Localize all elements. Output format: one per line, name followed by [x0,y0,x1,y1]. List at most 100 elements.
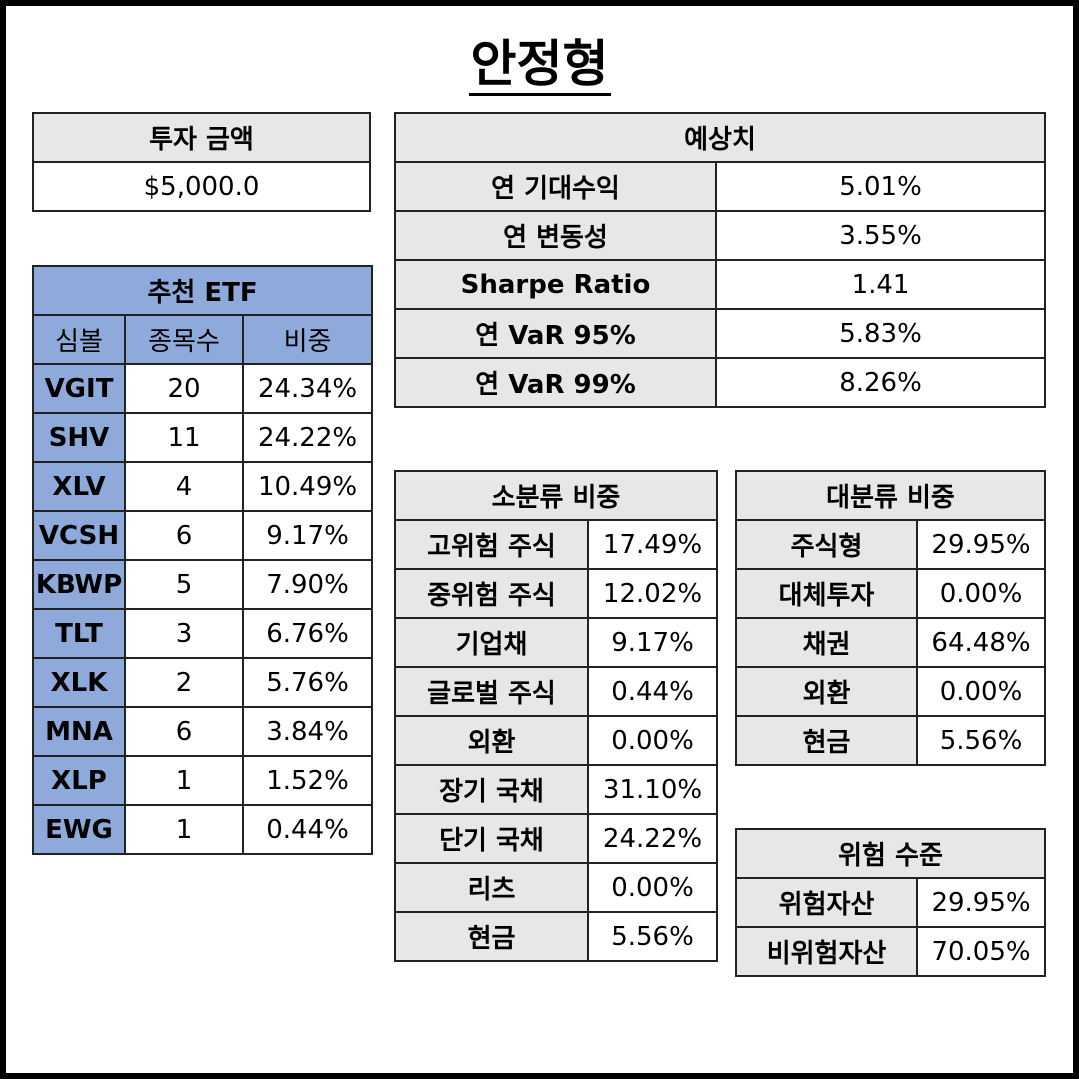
etf-symbol: TLT [32,608,126,659]
etf-weight: 1.52% [241,755,374,806]
etf-count: 20 [124,363,244,414]
etf-row: TLT 3 6.76% [32,608,374,659]
sub-category-row: 글로벌 주식 0.44% [394,666,718,717]
etf-symbol: XLP [32,755,126,806]
expected-row: 연 기대수익 5.01% [394,161,1047,212]
etf-row: VCSH 6 9.17% [32,510,374,561]
sub-category-row: 고위험 주식 17.49% [394,519,718,570]
etf-row: XLV 4 10.49% [32,461,374,512]
major-category-value: 64.48% [916,617,1046,668]
sub-category-value: 12.02% [587,568,718,619]
expected-value: 5.83% [714,308,1047,359]
etf-col-symbol: 심볼 [32,314,126,365]
major-category-row: 주식형 29.95% [735,519,1046,570]
major-category-header: 대분류 비중 [735,470,1046,521]
investment-header: 투자 금액 [32,112,371,163]
etf-weight: 5.76% [241,657,374,708]
etf-col-weight: 비중 [241,314,374,365]
etf-table: 추천 ETF 심볼 종목수 비중 VGIT 20 24.34% SHV 11 24.22%… [31,265,374,855]
sub-category-label: 장기 국채 [394,764,589,815]
major-category-row: 채권 64.48% [735,617,1046,668]
etf-symbol: XLK [32,657,126,708]
risk-level-table: 위험 수준 위험자산 29.95% 비위험자산 70.05% [734,828,1047,977]
etf-weight: 6.76% [241,608,374,659]
sub-category-value: 17.49% [587,519,718,570]
etf-symbol: KBWP [32,559,126,610]
etf-count: 6 [124,510,244,561]
etf-row: XLK 2 5.76% [32,657,374,708]
etf-row: EWG 1 0.44% [32,804,374,855]
major-category-value: 5.56% [916,715,1046,766]
risk-level-label: 비위험자산 [735,926,918,977]
major-category-row: 현금 5.56% [735,715,1046,766]
etf-symbol: MNA [32,706,126,757]
expected-row: Sharpe Ratio 1.41 [394,259,1047,310]
sub-category-label: 고위험 주식 [394,519,589,570]
etf-weight: 3.84% [241,706,374,757]
sub-category-label: 중위험 주식 [394,568,589,619]
risk-level-header: 위험 수준 [734,828,1047,879]
etf-row: SHV 11 24.22% [32,412,374,463]
etf-count: 1 [124,804,244,855]
etf-symbol: VCSH [32,510,126,561]
etf-weight: 10.49% [241,461,374,512]
sub-category-table: 소분류 비중 고위험 주식 17.49% 중위험 주식 12.02% 기업채 9.17% 글… [394,470,718,962]
risk-level-label: 위험자산 [735,877,918,928]
risk-level-value: 70.05% [915,926,1047,977]
etf-row: XLP 1 1.52% [32,755,374,806]
risk-level-row: 위험자산 29.95% [735,877,1047,928]
etf-symbol: SHV [32,412,126,463]
sub-category-label: 외환 [394,715,589,766]
expected-label: 연 VaR 95% [394,308,717,359]
expected-row: 연 VaR 99% 8.26% [394,357,1047,408]
etf-row: KBWP 5 7.90% [32,559,374,610]
major-category-row: 대체투자 0.00% [735,568,1046,619]
etf-header: 추천 ETF [31,265,374,316]
etf-symbol: EWG [32,804,126,855]
investment-value: $5,000.0 [32,161,371,212]
sub-category-row: 단기 국채 24.22% [394,813,718,864]
sub-category-value: 0.00% [587,715,718,766]
sub-category-row: 리츠 0.00% [394,862,718,913]
etf-weight: 0.44% [241,804,374,855]
risk-level-value: 29.95% [915,877,1047,928]
etf-symbol: XLV [32,461,126,512]
expected-header: 예상치 [393,112,1047,163]
etf-count: 11 [124,412,244,463]
sub-category-label: 단기 국채 [394,813,589,864]
sub-category-row: 장기 국채 31.10% [394,764,718,815]
sub-category-row: 현금 5.56% [394,911,718,962]
sub-category-label: 리츠 [394,862,589,913]
major-category-value: 0.00% [916,568,1046,619]
etf-col-count: 종목수 [124,314,244,365]
expected-row: 연 VaR 95% 5.83% [394,308,1047,359]
major-category-table: 대분류 비중 주식형 29.95% 대체투자 0.00% 채권 64.48% 외환 0.00%… [735,470,1046,766]
sub-category-row: 중위험 주식 12.02% [394,568,718,619]
etf-row: MNA 6 3.84% [32,706,374,757]
sub-category-row: 기업채 9.17% [394,617,718,668]
sub-category-label: 기업채 [394,617,589,668]
etf-weight: 24.34% [241,363,374,414]
sub-category-label: 현금 [394,911,589,962]
etf-count: 6 [124,706,244,757]
sub-category-value: 31.10% [587,764,718,815]
major-category-label: 현금 [735,715,918,766]
investment-table: 투자 금액 $5,000.0 [32,112,371,212]
etf-weight: 9.17% [241,510,374,561]
page-title: 안정형 [0,34,1079,96]
sub-category-value: 0.00% [587,862,718,913]
sub-category-header: 소분류 비중 [394,470,718,521]
etf-count: 3 [124,608,244,659]
sub-category-row: 외환 0.00% [394,715,718,766]
expected-label: 연 기대수익 [394,161,717,212]
sub-category-value: 24.22% [587,813,718,864]
etf-count: 4 [124,461,244,512]
expected-label: Sharpe Ratio [394,259,717,310]
sub-category-label: 글로벌 주식 [394,666,589,717]
major-category-row: 외환 0.00% [735,666,1046,717]
major-category-value: 29.95% [916,519,1046,570]
major-category-value: 0.00% [916,666,1046,717]
sub-category-value: 0.44% [587,666,718,717]
major-category-label: 대체투자 [735,568,918,619]
major-category-label: 주식형 [735,519,918,570]
